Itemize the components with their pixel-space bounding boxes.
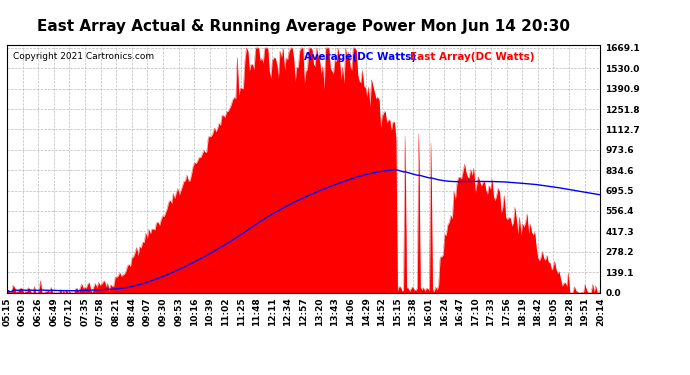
Text: East Array Actual & Running Average Power Mon Jun 14 20:30: East Array Actual & Running Average Powe… xyxy=(37,19,570,34)
Text: East Array(DC Watts): East Array(DC Watts) xyxy=(411,53,535,62)
Text: Copyright 2021 Cartronics.com: Copyright 2021 Cartronics.com xyxy=(13,53,154,62)
Text: Average(DC Watts): Average(DC Watts) xyxy=(304,53,415,62)
